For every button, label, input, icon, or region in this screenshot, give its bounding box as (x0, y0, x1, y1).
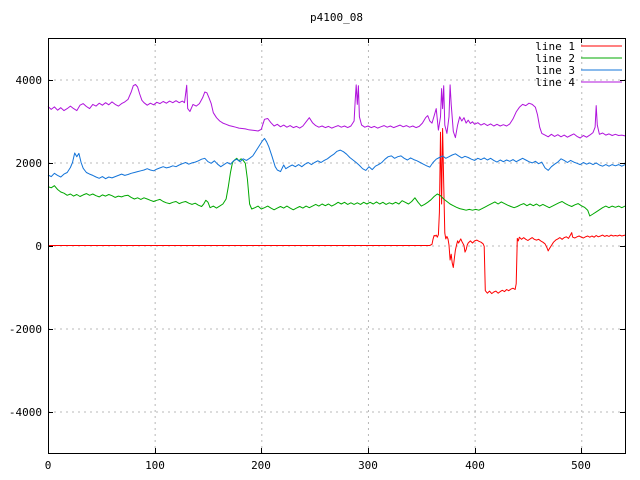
y-tick-label: -2000 (9, 323, 42, 336)
y-tick-label: -4000 (9, 406, 42, 419)
legend-label: line 2 (535, 52, 575, 65)
series-line-2 (47, 157, 626, 217)
series-line-1 (48, 128, 626, 295)
legend-label: line 1 (535, 40, 575, 53)
y-tick-label: 2000 (16, 157, 43, 170)
y-tick-label: 0 (35, 240, 42, 253)
x-tick-label: 100 (145, 459, 165, 472)
y-tick-label: 4000 (16, 74, 43, 87)
x-tick-label: 500 (571, 459, 591, 472)
series-line-3 (47, 137, 626, 180)
x-tick-label: 200 (251, 459, 271, 472)
chart-title: p4100_08 (310, 11, 363, 24)
legend-label: line 4 (535, 76, 575, 89)
legend-label: line 3 (535, 64, 575, 77)
x-tick-label: 300 (358, 459, 378, 472)
series-line-4 (47, 84, 626, 139)
x-tick-label: 400 (465, 459, 485, 472)
x-tick-label: 0 (45, 459, 52, 472)
